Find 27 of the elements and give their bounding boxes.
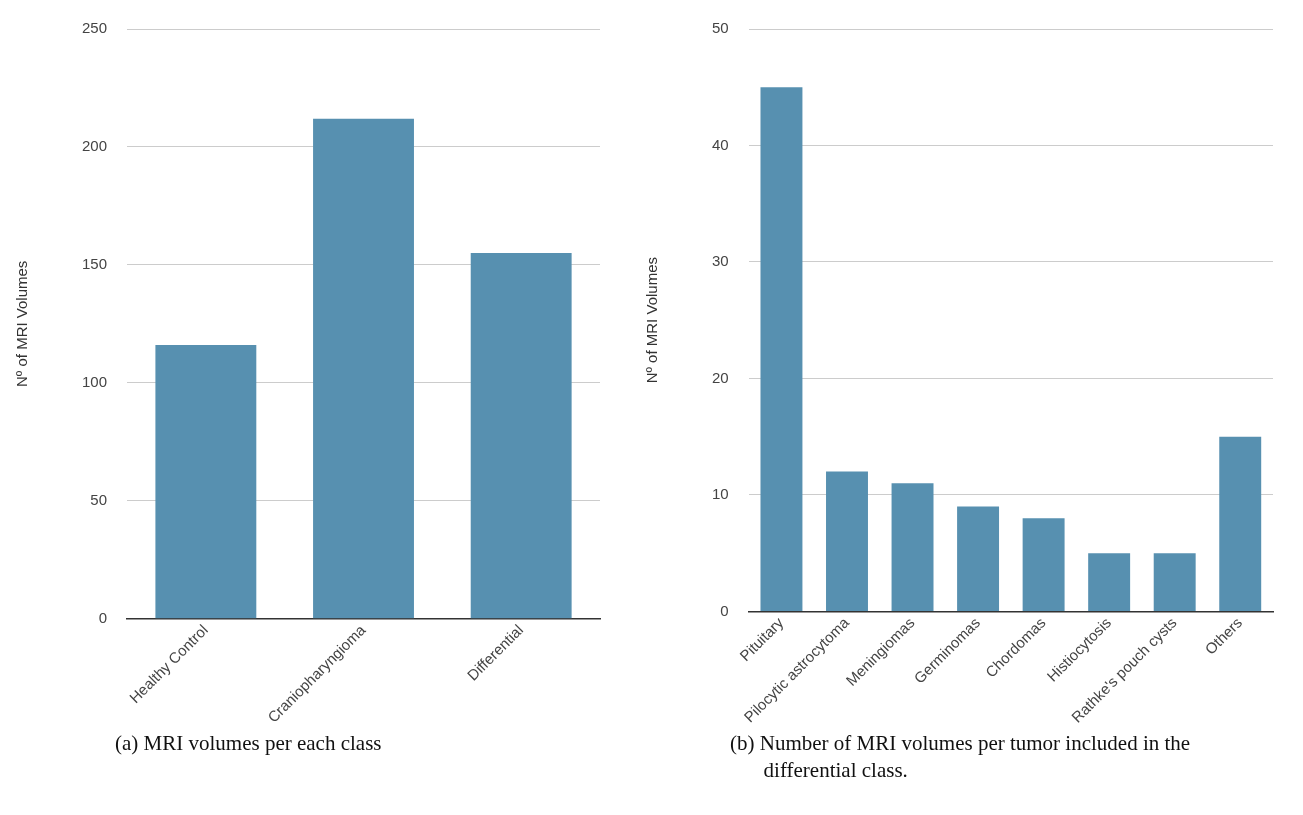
y-tick-label: 50 xyxy=(712,19,729,37)
y-tick-label: 250 xyxy=(82,19,108,37)
y-tick-label: 30 xyxy=(712,252,729,270)
bar xyxy=(1153,553,1196,611)
bar xyxy=(891,483,934,611)
text: (b) Number of MRI volumes per tumor included in the differential class. xyxy=(730,730,1192,785)
y-tick-label: 50 xyxy=(90,490,108,508)
y-tick-label: 150 xyxy=(82,255,108,273)
y-tick-label: 10 xyxy=(712,485,729,503)
y-tick-label: 100 xyxy=(82,372,108,390)
y-axis-title: Nº of MRI Volumes xyxy=(13,260,31,388)
y-tick-label: 40 xyxy=(712,135,729,153)
bar xyxy=(155,345,257,619)
y-tick-label: 200 xyxy=(82,137,108,155)
y-axis-title: Nº of MRI Volumes xyxy=(643,257,661,384)
bar xyxy=(1088,553,1131,611)
y-tick-label: 0 xyxy=(720,601,729,619)
bar xyxy=(826,471,868,611)
bar xyxy=(1022,518,1065,611)
bar xyxy=(957,506,1000,611)
text: (a) MRI volumes per each class xyxy=(115,730,383,757)
y-tick-label: 0 xyxy=(98,608,108,626)
y-tick-label: 20 xyxy=(712,368,729,386)
bar xyxy=(470,253,572,619)
bar xyxy=(1219,436,1262,611)
bar xyxy=(313,118,414,619)
bar xyxy=(760,87,803,611)
